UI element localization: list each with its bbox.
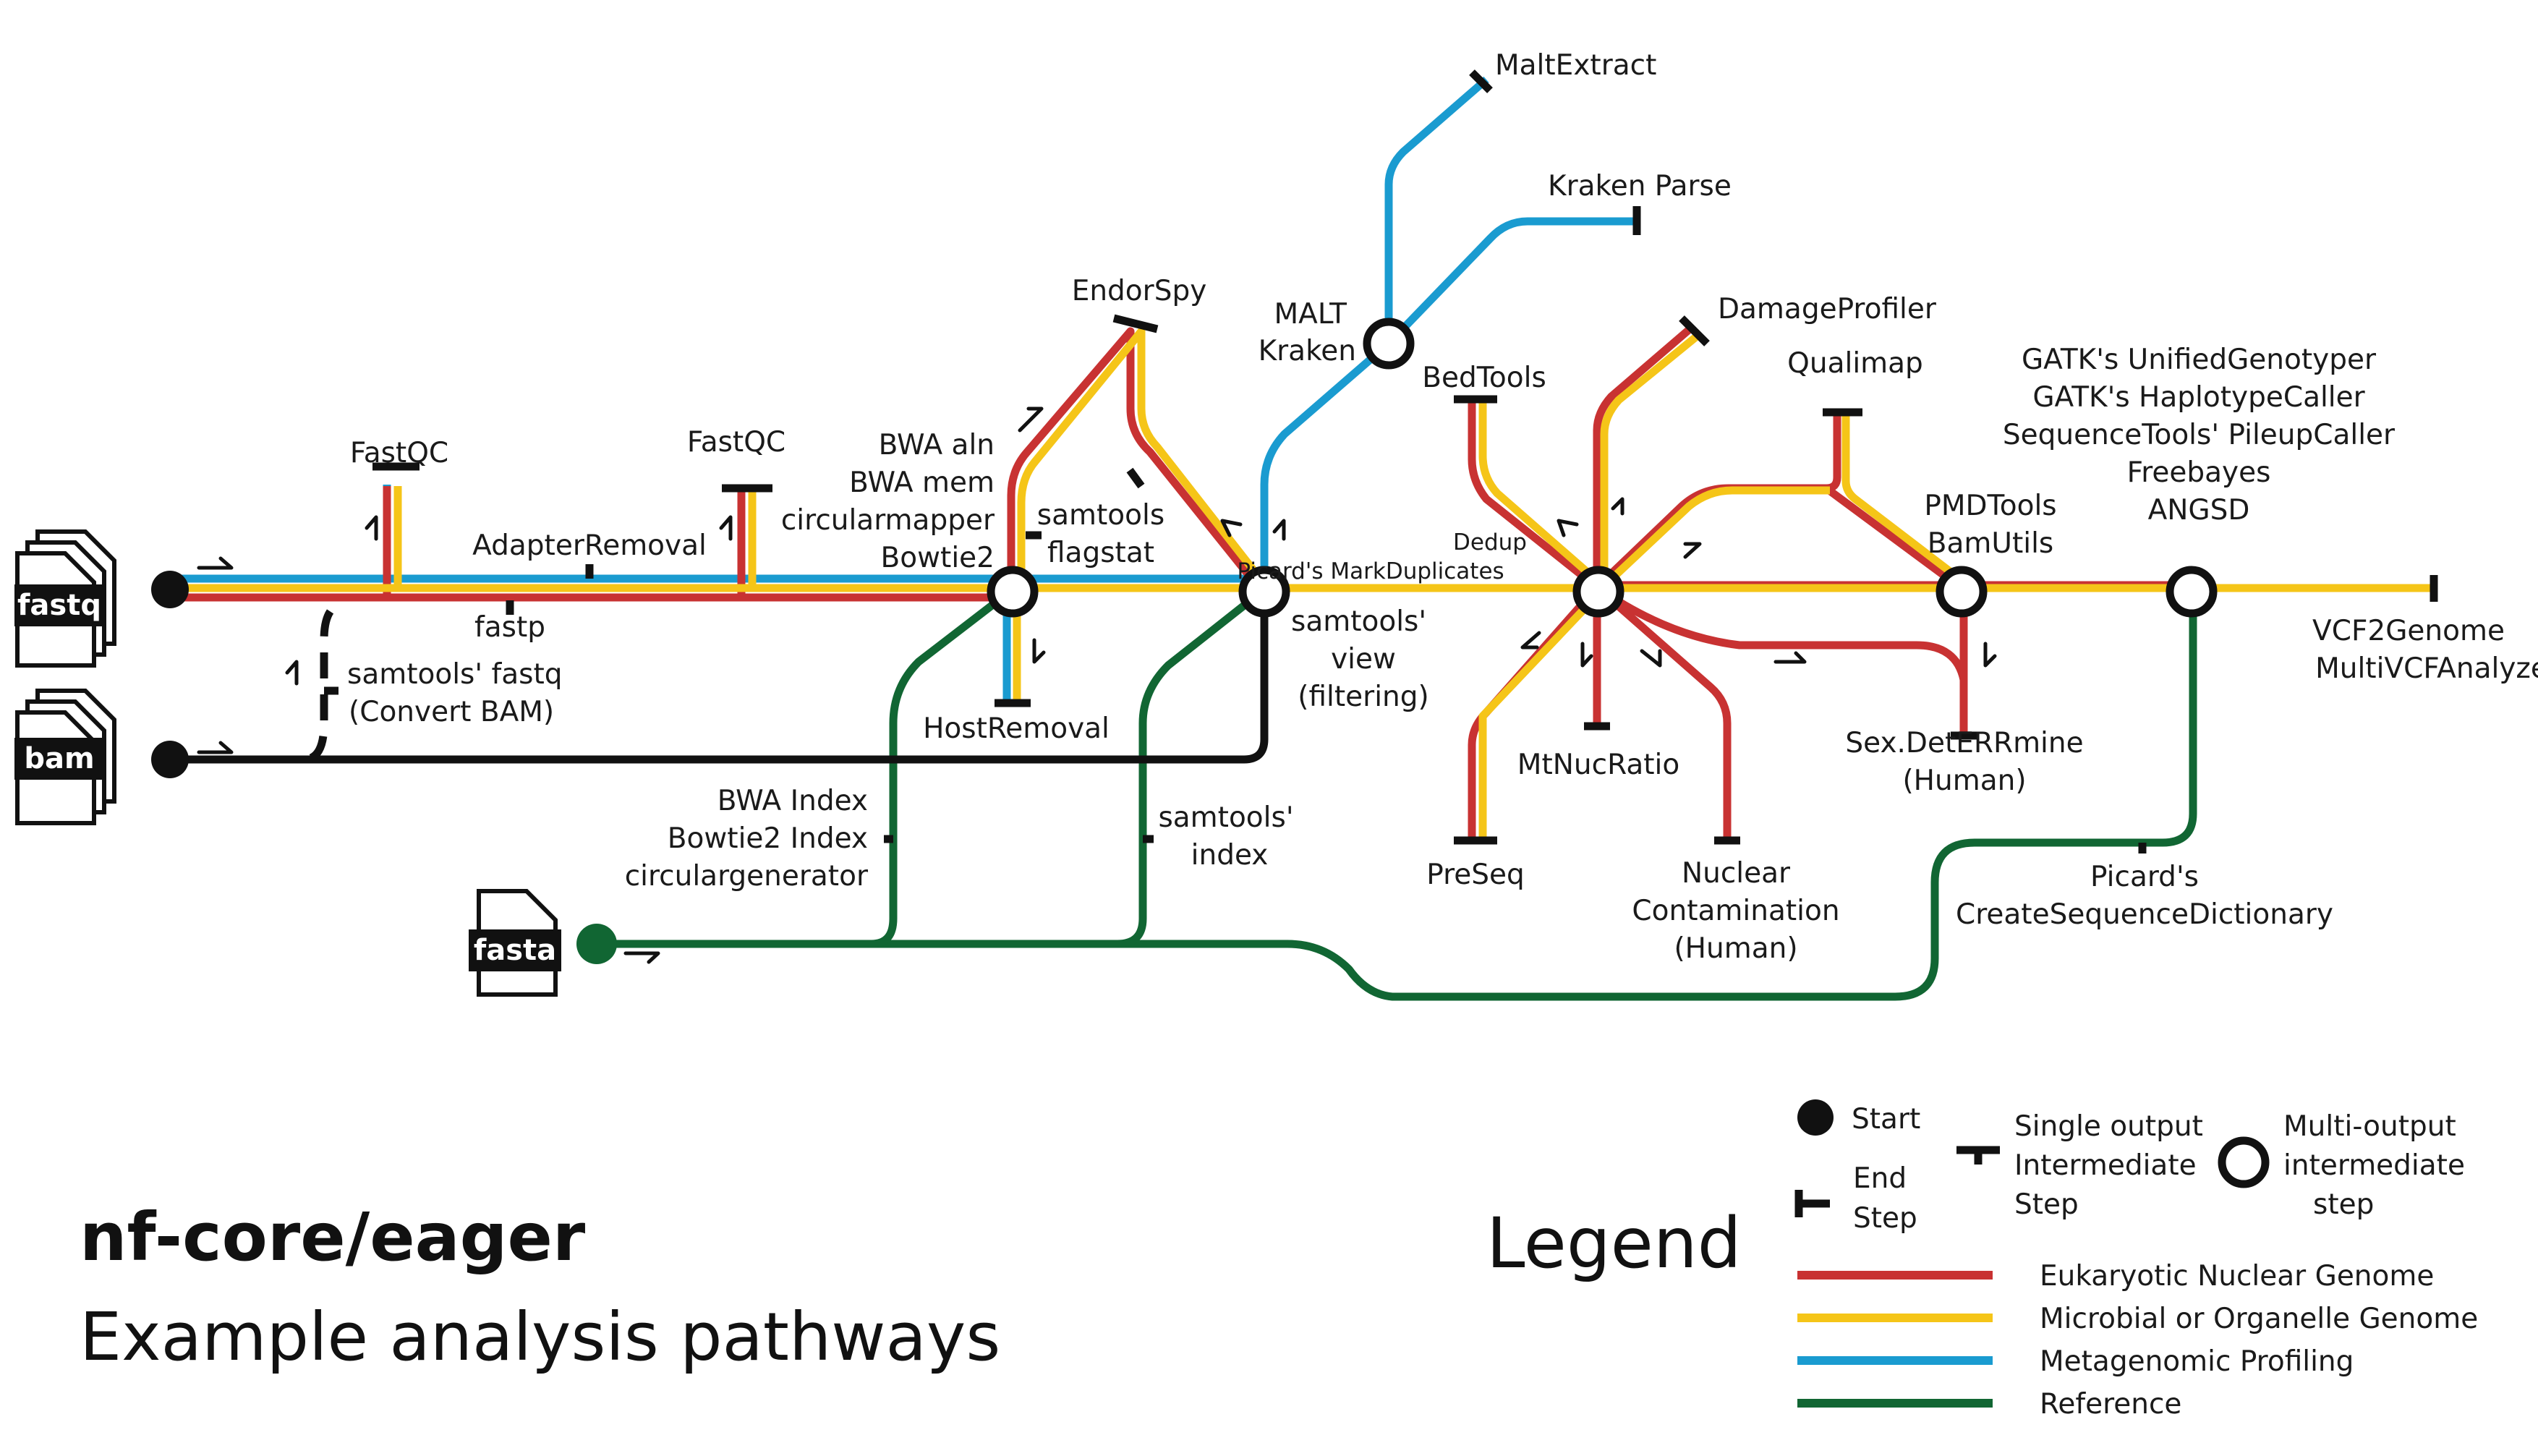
legend-multi-step-icon (2218, 1136, 2270, 1188)
bwa-index-label: BWA Index (717, 785, 868, 817)
bam-file-icon: bam (14, 689, 116, 825)
legend-line-list: Eukaryotic Nuclear Genome Microbial or Or… (1797, 1260, 2478, 1421)
legend-end-label-1: End (1853, 1162, 1907, 1195)
reference-line (593, 586, 2197, 1001)
intermediate-step-ticks (324, 467, 2147, 853)
legend-line-label: Microbial or Organelle Genome (2040, 1303, 2478, 1335)
qualimap-label: Qualimap (1787, 347, 1923, 380)
genotyper-label: SequenceTools' PileupCaller (2003, 419, 2396, 451)
adapter-removal-label: AdapterRemoval (472, 529, 707, 562)
fastq-file-icon: fastq (14, 529, 116, 668)
bedtools-label: BedTools (1422, 362, 1546, 394)
genotyper-label: Freebayes (2127, 456, 2271, 489)
legend-start-dot (1797, 1099, 1834, 1136)
bowtie2-label: Bowtie2 (881, 542, 995, 574)
bwa-aln-label: BWA aln (879, 429, 995, 461)
end-step-ticks (372, 69, 2438, 845)
legend: Legend Start End Step Single output Inte… (1486, 1099, 2478, 1421)
page-title: nf-core/eager (80, 1199, 586, 1276)
legend-single-step-icon (1956, 1146, 2000, 1165)
genotyper-label: GATK's HaplotypeCaller (2032, 381, 2365, 414)
direction-arrows (197, 406, 1997, 964)
fastq-start (151, 571, 189, 608)
bam-start (151, 741, 189, 778)
bamutils-label: BamUtils (1928, 527, 2053, 560)
samtools-view-label-2: view (1331, 643, 1396, 676)
mapping-hub (987, 566, 1039, 618)
kraken-parse-label: Kraken Parse (1548, 170, 1732, 203)
legend-start-label: Start (1852, 1103, 1920, 1136)
page-subtitle: Example analysis pathways (80, 1298, 1000, 1376)
nuclear-contamination-label-3: (Human) (1674, 932, 1797, 965)
samtools-flagstat-label-1: samtools (1037, 499, 1164, 532)
legend-multi-label-2: intermediate (2283, 1149, 2465, 1182)
fastqc-2-label: FastQC (687, 426, 785, 459)
picard-markduplicates-label: Picard's MarkDuplicates (1237, 558, 1504, 584)
genotyping-hub (2166, 566, 2218, 618)
circulargenerator-label: circulargenerator (625, 860, 869, 893)
bam-input-line (170, 589, 1269, 764)
endorspy-label: EndorSpy (1072, 275, 1207, 307)
malt-kraken-hub (1363, 318, 1415, 370)
legend-single-label-3: Step (2014, 1188, 2079, 1221)
damageprofiler-label: DamageProfiler (1718, 293, 1937, 325)
nuclear-contamination-label-2: Contamination (1632, 895, 1839, 927)
samtools-view-label-3: (filtering) (1298, 681, 1428, 713)
mtnucratio-label: MtNucRatio (1517, 749, 1679, 781)
samtools-index-label-2: index (1191, 839, 1269, 872)
genotyper-list: GATK's UnifiedGenotyper GATK's HaplotypeC… (2003, 344, 2396, 527)
fasta-label: fasta (474, 934, 556, 967)
circularmapper-label: circularmapper (781, 504, 995, 537)
samtools-view-label-1: samtools' (1291, 605, 1426, 638)
legend-end-label-2: Step (1853, 1202, 1917, 1235)
samtools-flagstat-label-2: flagstat (1047, 537, 1154, 569)
stations (151, 318, 2218, 964)
samtools-fastq-label-1: samtools' fastq (347, 658, 563, 691)
fasta-start (576, 924, 617, 964)
kraken-label: Kraken (1259, 335, 1356, 367)
genotyper-label: GATK's UnifiedGenotyper (2022, 344, 2377, 376)
bowtie2-index-label: Bowtie2 Index (668, 822, 868, 855)
bam-label: bam (24, 742, 94, 775)
fasta-file-icon: fasta (469, 889, 561, 997)
legend-title: Legend (1486, 1203, 1742, 1284)
bwa-mem-label: BWA mem (849, 467, 995, 499)
legend-line-label: Metagenomic Profiling (2040, 1345, 2354, 1378)
sexdeterrmine-label-2: (Human) (1902, 765, 2026, 797)
malt-label: MALT (1274, 298, 1347, 331)
fastp-label: fastp (474, 611, 545, 644)
step-labels: FastQC FastQC AdapterRemoval fastp samto… (347, 49, 2538, 965)
dedup-label: Dedup (1453, 529, 1527, 555)
vcf2genome-label: VCF2Genome (2312, 615, 2505, 647)
legend-multi-label-1: Multi-output (2283, 1110, 2456, 1143)
preseq-label: PreSeq (1426, 859, 1525, 891)
picard-csd-label-1: Picard's (2090, 861, 2199, 893)
legend-single-label-1: Single output (2014, 1110, 2203, 1143)
filtering-hub (1238, 566, 1290, 618)
fastq-label: fastq (17, 589, 101, 622)
nuclear-contamination-label-1: Nuclear (1682, 857, 1791, 890)
genotyper-label: ANGSD (2148, 494, 2250, 527)
legend-line-label: Eukaryotic Nuclear Genome (2040, 1260, 2434, 1293)
fastqc-1-label: FastQC (350, 437, 448, 469)
multivcfanalyzer-label: MultiVCFAnalyzer (2315, 652, 2538, 685)
legend-single-label-2: Intermediate (2014, 1149, 2197, 1182)
pmdtools-hub (1936, 566, 1988, 618)
legend-line-label: Reference (2040, 1388, 2181, 1421)
legend-multi-label-3: step (2313, 1188, 2374, 1221)
samtools-index-label-1: samtools' (1158, 801, 1293, 834)
legend-end-step-icon (1794, 1190, 1830, 1217)
host-removal-label: HostRemoval (923, 712, 1110, 745)
samtools-fastq-label-2: (Convert BAM) (349, 696, 554, 728)
dedup-hub (1572, 566, 1624, 618)
pmdtools-label: PMDTools (1924, 490, 2056, 522)
sexdeterrmine-label-1: Sex.DetERRmine (1845, 727, 2083, 759)
malt-extract-label: MaltExtract (1495, 49, 1656, 82)
picard-csd-label-2: CreateSequenceDictionary (1956, 898, 2333, 931)
